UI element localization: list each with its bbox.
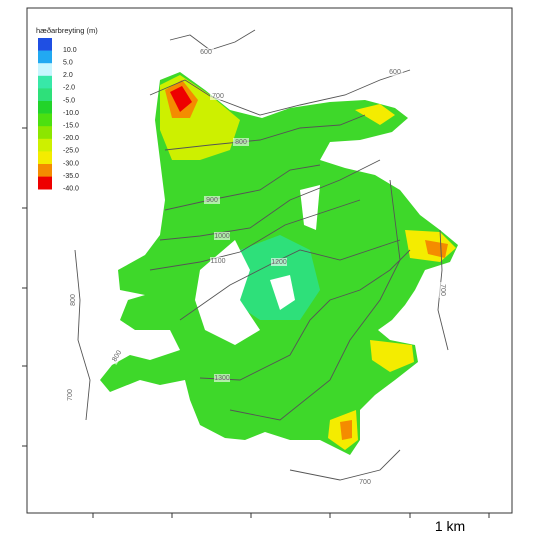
contour-label-bg <box>109 347 125 365</box>
legend-swatch <box>38 88 52 102</box>
legend-label: 5.0 <box>63 60 73 67</box>
contour-label: 800 <box>70 294 77 306</box>
legend-swatch <box>38 75 52 89</box>
contour-label-bg <box>233 138 249 146</box>
contour-lines <box>74 29 449 481</box>
contour-label: 700 <box>359 479 371 486</box>
legend-label: -30.0 <box>63 160 79 167</box>
contour-label: 1000 <box>214 233 230 240</box>
legend-label: -2.0 <box>63 85 75 92</box>
contour-label: 700 <box>212 93 224 100</box>
contour-label: 600 <box>389 69 401 76</box>
contour-label-bg <box>357 478 373 486</box>
contour-label: 900 <box>206 197 218 204</box>
legend-title: hæðarbreyting (m) <box>36 26 98 35</box>
contour-label: 1100 <box>210 258 225 265</box>
legend-swatch <box>38 113 52 127</box>
legend-swatch <box>38 101 52 114</box>
legend-label: -25.0 <box>63 148 79 155</box>
contour-label: 800 <box>111 349 123 363</box>
contour-label-bg <box>198 48 214 56</box>
legend-label: 2.0 <box>63 72 73 79</box>
contour-label-bg <box>69 292 77 308</box>
legend-label: -40.0 <box>63 186 79 193</box>
contour-label: 600 <box>200 49 212 56</box>
contour-label-bg <box>439 282 447 298</box>
legend-label: 10.0 <box>63 47 77 54</box>
contour-label: 1300 <box>214 375 230 382</box>
legend-label: -15.0 <box>63 123 79 130</box>
legend-swatch <box>38 63 52 77</box>
contour-label-bg <box>204 196 220 204</box>
contour-label-bg <box>271 258 287 266</box>
contour-label-bg <box>66 387 74 403</box>
contour-label-bg <box>387 68 403 76</box>
contour-label-bg <box>214 232 230 240</box>
legend-swatch <box>38 50 52 64</box>
legend-label: -35.0 <box>63 173 79 180</box>
scale-bar-label: 1 km <box>435 518 465 534</box>
legend-swatch <box>38 38 52 51</box>
legend-swatch <box>38 126 52 140</box>
legend-swatch <box>38 164 52 177</box>
legend-label: -5.0 <box>63 97 75 104</box>
contour-label: 700 <box>67 389 74 401</box>
legend-label: -10.0 <box>63 110 79 117</box>
contour-label-bg <box>210 92 226 100</box>
legend-swatch <box>38 138 52 152</box>
legend-swatch <box>38 176 52 190</box>
frame-ticks <box>22 127 490 518</box>
contour-label-bg <box>214 374 230 382</box>
legend-label: -20.0 <box>63 135 79 142</box>
contour-label: 800 <box>235 139 247 146</box>
contour-label: 700 <box>439 284 446 296</box>
legend-swatch <box>38 151 52 165</box>
contour-label: 1200 <box>271 259 287 266</box>
contour-label-bg <box>210 257 226 265</box>
